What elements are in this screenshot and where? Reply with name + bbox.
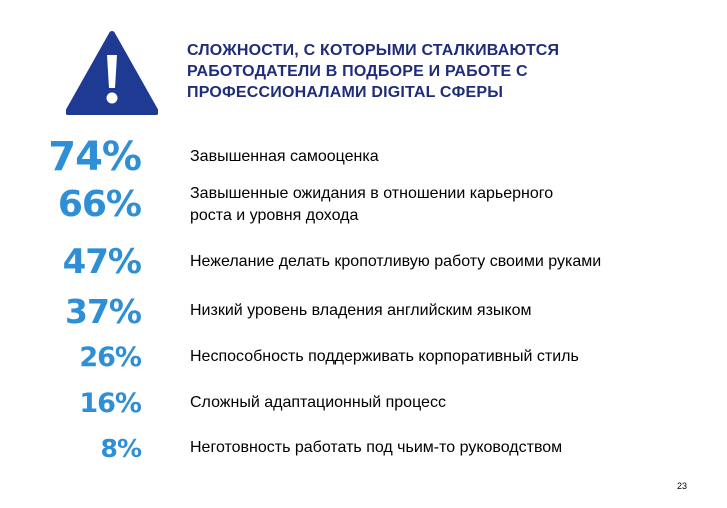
difficulty-label-line: Неготовность работать под чьим-то руково… (190, 439, 563, 456)
difficulty-label-line: Завышенная самооценка (190, 148, 379, 165)
page-number: 23 (676, 481, 687, 491)
difficulty-label: Неспособность поддерживать корпоративный… (190, 346, 690, 368)
difficulty-label-line: Низкий уровень владения английским языко… (190, 302, 532, 319)
percent-value: 16% (79, 387, 142, 419)
title-line-3: ПРОФЕССИОНАЛАМИ DIGITAL СФЕРЫ (187, 84, 504, 101)
difficulty-label-line: Сложный адаптационный процесс (190, 394, 446, 411)
difficulty-label: Завышенная самооценка (190, 146, 690, 168)
difficulty-label: Неготовность работать под чьим-то руково… (190, 437, 690, 459)
percent-value: 37% (65, 291, 142, 331)
percent-value: 74% (48, 134, 142, 180)
percent-value: 26% (79, 341, 142, 373)
warning-triangle-icon (66, 31, 158, 115)
difficulty-label-line: Нежелание делать кропотливую работу свои… (190, 253, 602, 270)
difficulty-label: Нежелание делать кропотливую работу свои… (190, 251, 690, 273)
title-line-2: РАБОТОДАТЕЛИ В ПОДБОРЕ И РАБОТЕ С (187, 63, 528, 80)
difficulty-label: Сложный адаптационный процесс (190, 392, 690, 414)
difficulty-label-line: роста и уровня дохода (190, 207, 359, 224)
difficulty-label-line: Неспособность поддерживать корпоративный… (190, 348, 579, 365)
difficulty-label: Низкий уровень владения английским языко… (190, 300, 690, 322)
difficulty-label: Завышенные ожидания в отношении карьерно… (190, 183, 690, 227)
percent-value: 66% (57, 184, 142, 225)
title-line-1: СЛОЖНОСТИ, С КОТОРЫМИ СТАЛКИВАЮТСЯ (187, 42, 560, 59)
page-title: СЛОЖНОСТИ, С КОТОРЫМИ СТАЛКИВАЮТСЯ РАБОТ… (187, 40, 667, 103)
difficulty-label-line: Завышенные ожидания в отношении карьерно… (190, 185, 554, 202)
percent-value: 47% (62, 242, 142, 282)
percent-value: 8% (100, 433, 142, 463)
